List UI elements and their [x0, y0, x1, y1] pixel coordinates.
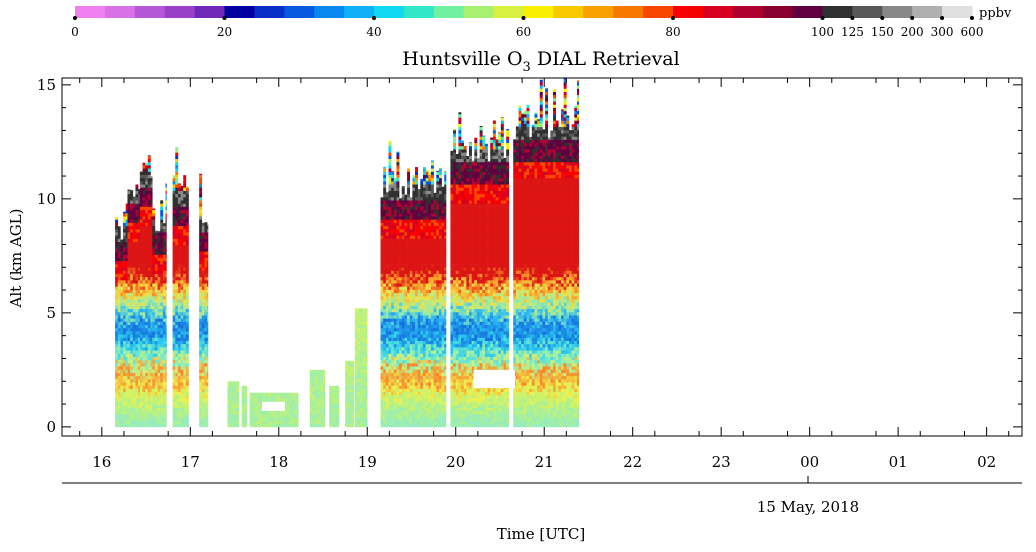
colorbar-bin [732, 6, 764, 18]
colorbar-bin [403, 6, 435, 18]
colorbar-bin [104, 6, 136, 18]
colorbar-tick-label: 125 [841, 25, 864, 39]
profile-segment [127, 184, 141, 428]
colorbar-tick [521, 16, 526, 20]
colorbar-bin [942, 6, 973, 18]
colorbar-tick [940, 16, 945, 20]
colorbar-bin [673, 6, 704, 18]
colorbar-tick-label: 150 [871, 25, 894, 39]
chart-title: Huntsville O3 DIAL Retrieval [402, 48, 679, 75]
x-axis-label: Time [UTC] [497, 525, 586, 543]
y-tick-label: 10 [37, 190, 56, 208]
profile-segment [450, 112, 510, 428]
colorbar-bin [433, 6, 465, 18]
x-tick-label: 20 [446, 453, 465, 471]
x-tick-label: 19 [358, 453, 377, 471]
colorbar-bin [613, 6, 644, 18]
colorbar-tick-label: 60 [516, 25, 531, 39]
colorbar-tick-label: 200 [901, 25, 924, 39]
colorbar-bin [583, 6, 614, 18]
profile-segment [152, 183, 167, 428]
colorbar-tick [820, 16, 825, 20]
x-tick-label: 01 [889, 453, 908, 471]
colorbar-bin [463, 6, 495, 18]
colorbar-bin [374, 6, 405, 18]
profile-segment [139, 155, 153, 428]
colorbar-bin [134, 6, 166, 18]
colorbar-bin [75, 6, 106, 18]
x-tick-label: 17 [181, 453, 200, 471]
colorbar [75, 6, 973, 18]
y-tick-label: 5 [46, 304, 56, 322]
colorbar-bin [344, 6, 375, 18]
x-tick-label: 23 [712, 453, 731, 471]
colorbar-tick-label: 300 [931, 25, 954, 39]
x-tick-label: 16 [92, 453, 111, 471]
colorbar-tick-label: 100 [811, 25, 834, 39]
y-axis-label: Alt (km AGL) [7, 209, 25, 309]
y-tick-label: 15 [37, 76, 56, 94]
colorbar-tick [372, 16, 376, 20]
profile-segment [115, 203, 128, 428]
profile-segment [199, 173, 209, 428]
profile-segment [172, 147, 189, 428]
colorbar-bin [702, 6, 734, 18]
plot-frame [61, 77, 1023, 437]
data-gap [473, 369, 516, 389]
x-axis: 16 17 18 19 20 21 22 23 00 01 02 [79, 78, 1010, 471]
profile-segment [227, 381, 240, 428]
colorbar-tick-label: 40 [366, 25, 381, 39]
profile-segment [345, 360, 355, 428]
colorbar-tick [850, 16, 855, 20]
colorbar-tick [880, 16, 885, 20]
colorbar-tick [73, 16, 77, 20]
colorbar-bin [643, 6, 674, 18]
x-tick-label: 00 [800, 453, 819, 471]
colorbar-bin [882, 6, 913, 18]
ozone-curtain [115, 77, 580, 428]
profile-segment [380, 141, 447, 428]
colorbar-bin [493, 6, 525, 18]
data-gap [261, 401, 285, 411]
colorbar-bin [314, 6, 345, 18]
x-tick-label: 22 [623, 453, 642, 471]
y-axis: 0 5 10 15 [37, 76, 1022, 436]
colorbar-bin [912, 6, 943, 18]
date-label: 15 May, 2018 [757, 498, 859, 516]
colorbar-tick-label: 20 [217, 25, 232, 39]
colorbar-tick [222, 16, 227, 20]
colorbar-bin [553, 6, 584, 18]
x-tick-label: 02 [977, 453, 996, 471]
colorbar-labels: 0 20 40 60 80 100 125 150 200 300 600 [71, 16, 983, 39]
colorbar-bin [224, 6, 255, 18]
colorbar-tick [970, 16, 974, 20]
colorbar-bin [523, 6, 554, 18]
colorbar-bin [762, 6, 794, 18]
colorbar-tick-label: 0 [71, 25, 79, 39]
profile-segment [329, 385, 340, 428]
colorbar-tick [671, 16, 675, 20]
profile-segment [354, 308, 368, 428]
profile-segment [241, 385, 248, 428]
colorbar-bin [284, 6, 315, 18]
x-tick-label: 18 [269, 453, 288, 471]
profile-segment [513, 77, 580, 428]
colorbar-bin [852, 6, 883, 18]
colorbar-tick-label: 600 [961, 25, 984, 39]
colorbar-bin [792, 6, 824, 18]
y-tick-label: 0 [46, 418, 56, 436]
colorbar-unit-label: ppbv [979, 6, 1012, 21]
x-tick-label: 21 [535, 453, 554, 471]
colorbar-tick-label: 80 [665, 25, 680, 39]
colorbar-tick [910, 16, 915, 20]
profile-segment [309, 369, 326, 428]
colorbar-bin [254, 6, 285, 18]
colorbar-bin [164, 6, 196, 18]
colorbar-bin [194, 6, 226, 18]
colorbar-bin [822, 6, 853, 18]
